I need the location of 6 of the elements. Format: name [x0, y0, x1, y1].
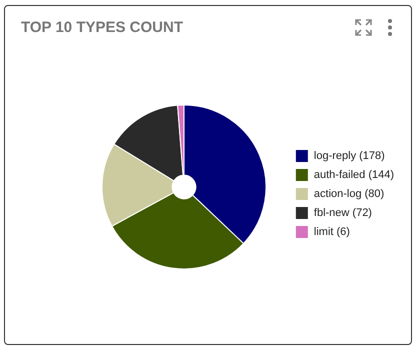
legend-label: action-log (80) [314, 188, 384, 200]
legend-label: limit (6) [314, 226, 350, 238]
legend-label: log-reply (178) [314, 150, 385, 162]
legend-label: fbl-new (72) [314, 207, 372, 219]
chart-title: TOP 10 TYPES COUNT [21, 19, 183, 36]
legend-label: auth-failed (144) [314, 169, 394, 181]
